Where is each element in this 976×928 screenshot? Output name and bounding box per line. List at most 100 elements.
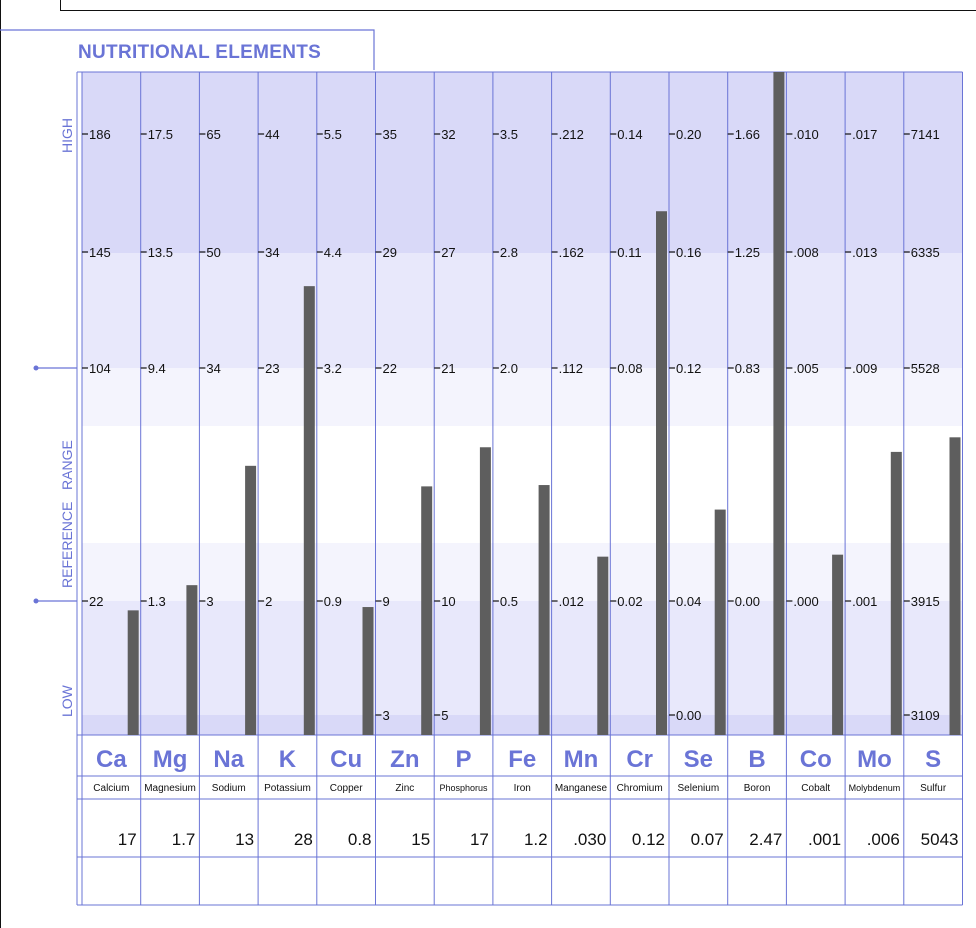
- element-labels-layer: Ca Calcium 17 Mg Magnesium 1.7 Na Sodium 13 K Pota…: [93, 746, 958, 849]
- tick-label: .013: [852, 245, 877, 260]
- tick-label: 0.00: [735, 594, 760, 609]
- tick-label: .010: [793, 127, 818, 142]
- element-symbol: P: [456, 746, 472, 773]
- bar-s: [949, 437, 961, 735]
- tick-label: .162: [559, 245, 584, 260]
- element-name: Cobalt: [801, 783, 830, 794]
- bar-cr: [656, 211, 667, 736]
- element-result: 2.47: [749, 830, 782, 849]
- tick-label: 29: [383, 245, 397, 260]
- element-name: Manganese: [555, 783, 608, 794]
- tick-label: 0.9: [324, 594, 342, 609]
- element-result: 0.12: [632, 830, 665, 849]
- tick-label: 1.25: [735, 245, 760, 260]
- chart-title: NUTRITIONAL ELEMENTS: [78, 42, 321, 63]
- bar-se: [714, 509, 726, 735]
- tick-label: 104: [89, 361, 111, 376]
- bar-na: [245, 465, 257, 735]
- tick-label: 2.0: [500, 361, 518, 376]
- band-upper: [82, 253, 963, 368]
- tick-labels-layer: 1861451042217.513.59.41.3655034344342325…: [82, 127, 940, 723]
- bar-mo: [890, 451, 902, 735]
- element-result: .001: [808, 830, 841, 849]
- tick-label: 5528: [911, 361, 940, 376]
- tick-label: 186: [89, 127, 111, 142]
- tick-label: 0.5: [500, 594, 518, 609]
- element-symbol: Fe: [508, 746, 536, 773]
- tick-label: 0.14: [617, 127, 642, 142]
- element-name: Zinc: [395, 783, 414, 794]
- grid-lines: [0, 29, 963, 906]
- bar-b: [773, 72, 785, 735]
- tick-label: 10: [441, 594, 455, 609]
- element-name: Selenium: [677, 783, 719, 794]
- element-symbol: Cu: [330, 746, 362, 773]
- bar-ca: [127, 610, 139, 735]
- bar-mg: [186, 585, 198, 735]
- low-tick-label: 3: [383, 708, 390, 723]
- tick-label: 50: [206, 245, 220, 260]
- element-symbol: B: [748, 746, 765, 773]
- tick-label: 1.3: [148, 594, 166, 609]
- element-symbol: Mn: [564, 746, 599, 773]
- tick-label: 2.8: [500, 245, 518, 260]
- element-name: Calcium: [93, 783, 129, 794]
- tick-label: .112: [559, 361, 583, 376]
- tick-label: 17.5: [148, 127, 173, 142]
- tick-label: 22: [383, 361, 397, 376]
- element-result: 0.8: [348, 830, 372, 849]
- tick-label: 23: [265, 361, 279, 376]
- tick-label: 1.66: [735, 127, 760, 142]
- tick-label: 35: [383, 127, 397, 142]
- element-name: Chromium: [617, 783, 663, 794]
- tick-label: 145: [89, 245, 111, 260]
- element-result: 28: [294, 830, 313, 849]
- bars-layer: [127, 72, 961, 736]
- tick-label: 2: [265, 594, 272, 609]
- element-name: Potassium: [264, 783, 311, 794]
- tick-label: 0.12: [676, 361, 701, 376]
- title-bracket: [0, 29, 375, 70]
- element-name: Iron: [514, 783, 531, 794]
- bar-mn: [597, 556, 609, 735]
- element-result: 17: [118, 830, 137, 849]
- tick-label: 27: [441, 245, 455, 260]
- element-result: 17: [470, 830, 489, 849]
- tick-label: 13.5: [148, 245, 173, 260]
- element-result: 1.2: [524, 830, 548, 849]
- tick-label: 0.16: [676, 245, 701, 260]
- band-reference-upper: [82, 368, 963, 426]
- tick-label: .009: [852, 361, 877, 376]
- tick-label: 0.02: [617, 594, 642, 609]
- element-name: Molybdenum: [849, 783, 901, 793]
- element-symbol: Mo: [857, 746, 892, 773]
- element-symbol: S: [925, 746, 941, 773]
- low-tick-label: 5: [441, 708, 448, 723]
- bar-k: [303, 286, 315, 735]
- element-symbol: K: [279, 746, 297, 773]
- element-result: 1.7: [172, 830, 196, 849]
- tick-label: 22: [89, 594, 103, 609]
- tick-label: 44: [265, 127, 279, 142]
- tick-label: 0.08: [617, 361, 642, 376]
- tick-label: .017: [852, 127, 877, 142]
- bar-zn: [421, 486, 433, 735]
- element-name: Boron: [744, 783, 771, 794]
- element-symbol: Zn: [390, 746, 419, 773]
- bar-cu: [362, 607, 374, 735]
- bar-p: [479, 447, 491, 735]
- reference-marker-dot: [33, 365, 39, 371]
- element-symbol: Na: [213, 746, 244, 773]
- band-reference-lower: [82, 543, 963, 601]
- tick-label: 9: [383, 594, 390, 609]
- tick-label: 21: [441, 361, 455, 376]
- low-tick-label: 3109: [911, 708, 940, 723]
- band-high: [82, 72, 963, 253]
- element-result: 13: [235, 830, 254, 849]
- range-bands: [82, 72, 963, 735]
- element-symbol: Co: [800, 746, 832, 773]
- page-left-border: [0, 0, 1, 928]
- range-label-low: LOW: [59, 684, 75, 717]
- tick-label: 6335: [911, 245, 940, 260]
